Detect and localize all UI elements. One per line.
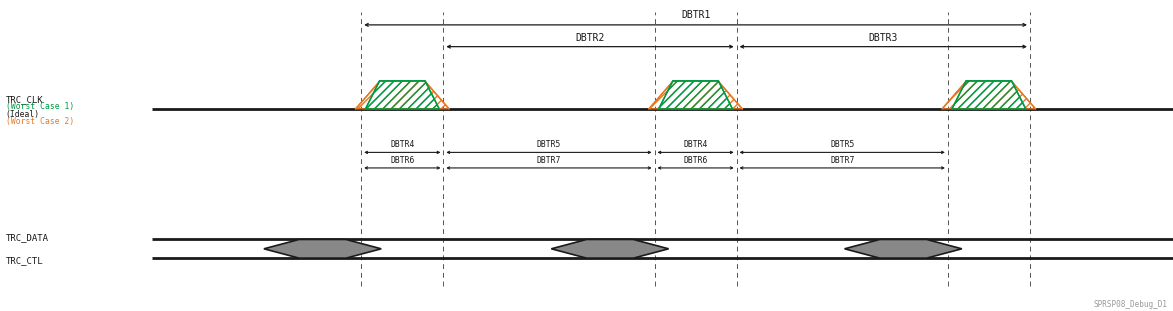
Text: DBTR6: DBTR6 — [684, 156, 707, 165]
Text: DBTR4: DBTR4 — [684, 140, 707, 149]
Text: TRC_CTL: TRC_CTL — [6, 256, 43, 265]
Text: DBTR3: DBTR3 — [868, 33, 899, 43]
Text: TRC_DATA: TRC_DATA — [6, 234, 49, 242]
Text: DBTR1: DBTR1 — [680, 10, 711, 20]
Text: DBTR2: DBTR2 — [575, 33, 605, 43]
Text: DBTR6: DBTR6 — [391, 156, 414, 165]
Polygon shape — [551, 239, 669, 258]
Text: (Worst Case 2): (Worst Case 2) — [6, 118, 74, 126]
Text: DBTR7: DBTR7 — [537, 156, 561, 165]
Text: (Ideal): (Ideal) — [6, 110, 40, 119]
Text: DBTR5: DBTR5 — [537, 140, 561, 149]
Text: DBTR7: DBTR7 — [830, 156, 854, 165]
Polygon shape — [845, 239, 962, 258]
Text: TRC_CLK: TRC_CLK — [6, 95, 43, 104]
Text: (Worst Case 1): (Worst Case 1) — [6, 102, 74, 111]
Text: DBTR5: DBTR5 — [830, 140, 854, 149]
Text: SPRSP08_Debug_D1: SPRSP08_Debug_D1 — [1093, 300, 1167, 309]
Text: DBTR4: DBTR4 — [391, 140, 414, 149]
Polygon shape — [264, 239, 381, 258]
